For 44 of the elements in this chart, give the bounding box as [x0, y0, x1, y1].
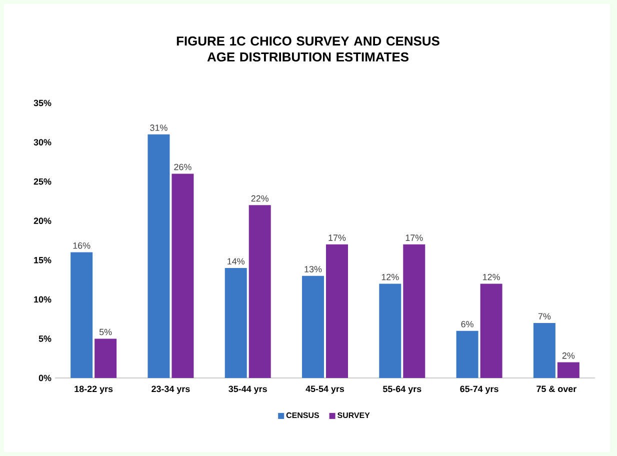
- bar: [224, 268, 247, 378]
- bar: [172, 174, 194, 378]
- x-tick-label: 55-64 yrs: [382, 386, 422, 394]
- x-tick-label: 23-34 yrs: [152, 386, 190, 394]
- data-label: 16%: [73, 242, 90, 249]
- x-tick-label: 35-44 yrs: [228, 386, 267, 394]
- y-tick-label: 15%: [34, 256, 52, 264]
- bar: [403, 244, 426, 378]
- x-tick-label: 65-74 yrs: [460, 386, 498, 394]
- data-label: 12%: [482, 274, 500, 280]
- bar: [70, 252, 93, 378]
- data-label: 31%: [150, 124, 168, 131]
- y-tick-label: 20%: [34, 218, 52, 224]
- bar: [302, 276, 324, 378]
- bar: [94, 338, 117, 378]
- y-tick-label: 10%: [34, 296, 52, 303]
- data-label: 6%: [461, 320, 474, 328]
- data-label: 17%: [406, 234, 423, 241]
- y-tick-label: 5%: [38, 336, 52, 342]
- data-label: 5%: [99, 328, 112, 336]
- data-label: 13%: [304, 266, 322, 272]
- bar: [480, 284, 502, 378]
- data-label: 12%: [382, 274, 399, 280]
- bar: [326, 244, 348, 378]
- data-label: 14%: [228, 258, 245, 264]
- y-tick-label: 35%: [34, 100, 52, 106]
- bar: [533, 322, 556, 378]
- bar: [148, 134, 170, 378]
- bar: [456, 330, 478, 378]
- data-label: 17%: [328, 234, 346, 241]
- y-tick-label: 30%: [34, 139, 52, 146]
- data-label: 26%: [174, 164, 192, 170]
- data-label: 2%: [562, 352, 575, 359]
- y-tick-label: 0%: [38, 374, 52, 382]
- bar: [557, 362, 580, 378]
- data-label: 22%: [251, 195, 269, 202]
- x-tick-label: 45-54 yrs: [306, 386, 344, 394]
- y-tick-label: 25%: [34, 178, 52, 185]
- x-tick-label: 75 & over: [536, 386, 576, 392]
- bar: [248, 205, 271, 378]
- x-tick-label: 18-22 yrs: [74, 386, 113, 394]
- bar: [379, 284, 402, 378]
- data-label: 7%: [538, 313, 551, 320]
- chart-title: FIGURE 1C CHICO SURVEY AND CENSUS AGE DISTRIBUTION ESTIMATES: [176, 36, 440, 62]
